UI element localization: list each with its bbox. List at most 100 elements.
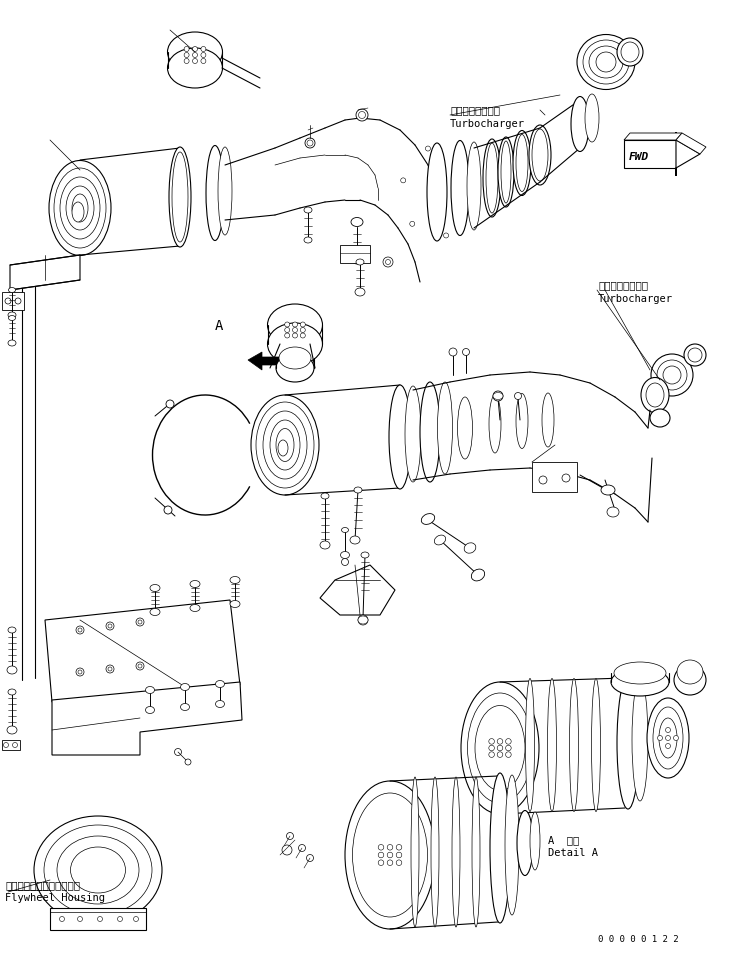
Circle shape: [506, 738, 511, 744]
Ellipse shape: [383, 257, 393, 267]
Ellipse shape: [356, 259, 364, 265]
Circle shape: [136, 662, 144, 670]
Ellipse shape: [493, 392, 503, 400]
Ellipse shape: [190, 580, 200, 588]
Circle shape: [356, 109, 368, 121]
Ellipse shape: [268, 304, 322, 346]
Circle shape: [185, 759, 191, 765]
Circle shape: [673, 736, 679, 740]
Ellipse shape: [181, 704, 190, 711]
Text: A: A: [215, 319, 223, 333]
Ellipse shape: [420, 382, 440, 482]
Ellipse shape: [591, 679, 600, 811]
Circle shape: [562, 474, 570, 482]
Circle shape: [378, 845, 384, 850]
Ellipse shape: [276, 354, 314, 382]
Ellipse shape: [353, 793, 428, 917]
Circle shape: [489, 745, 495, 751]
Circle shape: [133, 917, 138, 922]
Ellipse shape: [472, 569, 484, 581]
Ellipse shape: [674, 665, 706, 695]
Ellipse shape: [607, 507, 619, 517]
Circle shape: [665, 728, 670, 733]
Ellipse shape: [304, 237, 312, 243]
Ellipse shape: [472, 777, 480, 927]
Bar: [50, 908, 146, 930]
Ellipse shape: [525, 679, 534, 811]
Circle shape: [506, 745, 511, 751]
Ellipse shape: [461, 682, 539, 814]
Bar: [2, 292, 24, 310]
Text: ターボチャージャ: ターボチャージャ: [598, 280, 648, 290]
Ellipse shape: [632, 679, 648, 801]
Ellipse shape: [8, 288, 16, 292]
Circle shape: [15, 298, 21, 304]
Text: Turbocharger: Turbocharger: [598, 294, 673, 304]
Ellipse shape: [516, 134, 528, 192]
Circle shape: [468, 201, 473, 206]
Circle shape: [410, 222, 414, 226]
Ellipse shape: [647, 698, 689, 778]
Bar: [532, 462, 577, 492]
Polygon shape: [45, 600, 240, 702]
Ellipse shape: [218, 147, 232, 235]
Circle shape: [378, 860, 384, 866]
Ellipse shape: [256, 402, 314, 488]
Circle shape: [4, 742, 8, 747]
Text: Turbocharger: Turbocharger: [450, 119, 525, 129]
Ellipse shape: [542, 393, 554, 447]
Ellipse shape: [276, 429, 294, 461]
Bar: [2, 740, 20, 750]
Circle shape: [138, 620, 142, 624]
Ellipse shape: [483, 139, 501, 217]
Ellipse shape: [279, 347, 311, 369]
Circle shape: [497, 738, 503, 744]
Ellipse shape: [358, 616, 368, 624]
Bar: [624, 140, 676, 168]
Polygon shape: [624, 133, 682, 140]
Ellipse shape: [263, 411, 307, 479]
Circle shape: [201, 46, 206, 52]
Ellipse shape: [146, 707, 155, 713]
Polygon shape: [676, 132, 700, 176]
Ellipse shape: [529, 125, 551, 185]
Ellipse shape: [60, 177, 100, 239]
Circle shape: [397, 860, 402, 866]
Ellipse shape: [44, 825, 152, 915]
Ellipse shape: [167, 48, 222, 88]
Ellipse shape: [464, 543, 476, 553]
Ellipse shape: [596, 52, 616, 72]
Ellipse shape: [530, 812, 540, 870]
Polygon shape: [10, 255, 80, 290]
Ellipse shape: [8, 689, 16, 695]
Circle shape: [292, 333, 298, 338]
Circle shape: [118, 917, 123, 922]
Circle shape: [285, 328, 289, 333]
Ellipse shape: [169, 147, 191, 247]
Circle shape: [184, 53, 189, 58]
Ellipse shape: [517, 810, 533, 876]
Ellipse shape: [54, 168, 106, 248]
Circle shape: [106, 622, 114, 630]
Ellipse shape: [513, 130, 531, 196]
Ellipse shape: [321, 493, 329, 499]
Ellipse shape: [167, 32, 222, 72]
Ellipse shape: [216, 681, 225, 688]
Ellipse shape: [72, 194, 88, 222]
Ellipse shape: [49, 160, 111, 255]
Ellipse shape: [172, 152, 188, 242]
Ellipse shape: [490, 773, 510, 923]
Ellipse shape: [405, 386, 421, 482]
Ellipse shape: [452, 777, 460, 927]
Bar: [340, 245, 370, 263]
Circle shape: [97, 917, 103, 922]
Circle shape: [298, 845, 306, 852]
Ellipse shape: [617, 38, 643, 66]
Ellipse shape: [498, 137, 514, 207]
Ellipse shape: [585, 94, 599, 142]
Circle shape: [305, 138, 315, 148]
Ellipse shape: [8, 312, 16, 318]
Ellipse shape: [352, 256, 362, 264]
Ellipse shape: [475, 706, 525, 790]
Circle shape: [493, 391, 503, 401]
